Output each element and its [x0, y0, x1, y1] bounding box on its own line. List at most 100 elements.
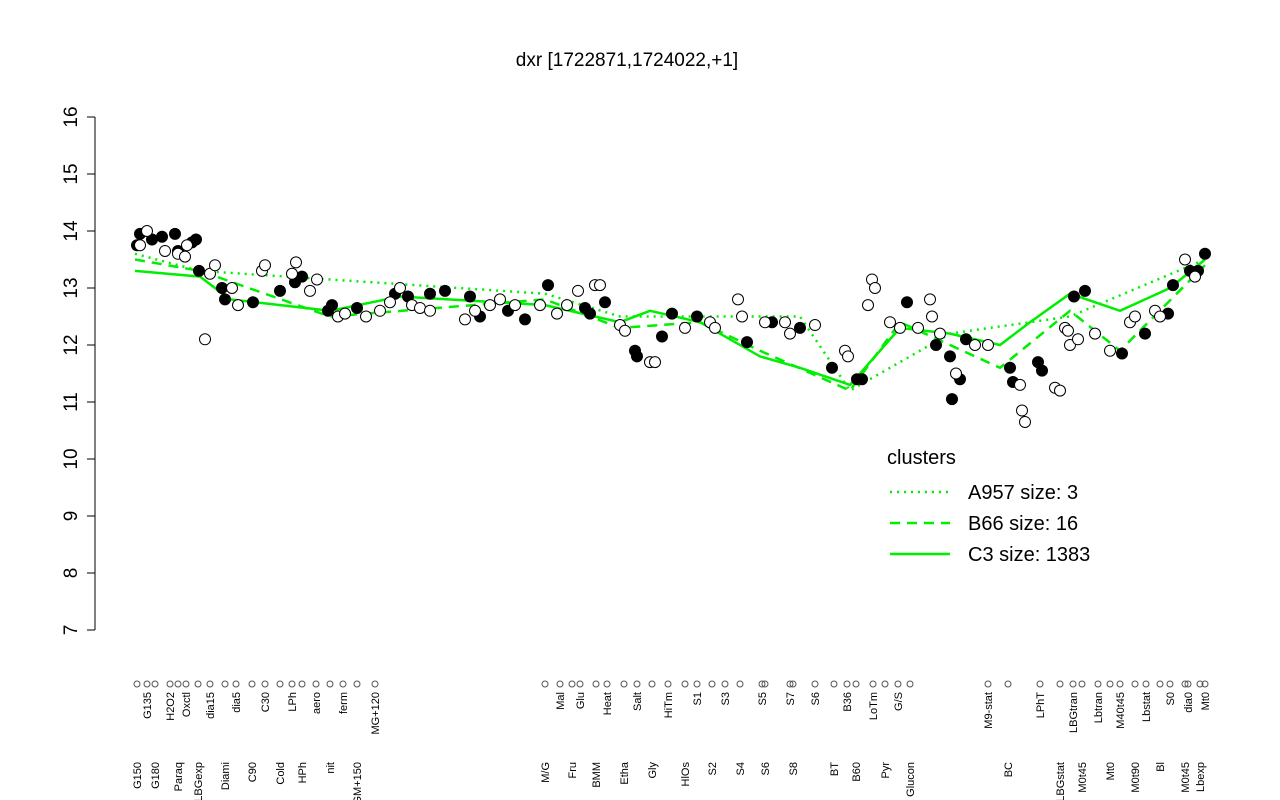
point: [759, 316, 771, 329]
x-tick: [1116, 680, 1124, 688]
x-tick-label: M0t45: [1180, 762, 1192, 793]
x-tick: [298, 680, 306, 688]
cluster-line: [134, 258, 1206, 387]
legend-label: B66 size: 16: [968, 513, 1078, 535]
point: [869, 282, 881, 294]
x-tick: [693, 680, 701, 688]
x-tick-label: S7: [785, 692, 797, 705]
x-tick: [869, 680, 877, 688]
x-tick-label: M0t45: [1077, 762, 1089, 793]
y-tick-label: 10: [61, 448, 82, 469]
point: [551, 307, 563, 320]
point: [934, 327, 946, 340]
point: [209, 259, 221, 272]
point: [679, 321, 691, 334]
point: [339, 307, 351, 320]
x-tick-label: dia5: [231, 692, 243, 713]
x-tick-label: nit: [325, 762, 337, 774]
point: [982, 339, 994, 351]
point: [519, 313, 531, 326]
point: [950, 367, 962, 380]
point: [190, 233, 202, 246]
x-tick: [576, 680, 584, 688]
point: [599, 296, 611, 309]
x-tick: [1056, 680, 1064, 688]
x-tick: [648, 680, 656, 688]
legend-label: C3 size: 1383: [968, 544, 1090, 566]
point: [1036, 364, 1048, 377]
x-tick-label: Bl: [1155, 762, 1167, 772]
point: [199, 333, 211, 346]
x-tick-label: Diami: [220, 762, 232, 790]
point: [534, 299, 546, 312]
point: [384, 296, 396, 309]
x-tick-label: ferm: [338, 692, 350, 714]
x-tick: [906, 680, 914, 688]
x-tick-label: S2: [707, 762, 719, 775]
point: [691, 310, 703, 323]
x-tick-label: LPhT: [1035, 692, 1047, 719]
point: [784, 327, 796, 340]
x-tick-label: Mt0: [1105, 762, 1117, 780]
x-tick: [1156, 680, 1164, 688]
x-tick: [830, 680, 838, 688]
x-tick: [312, 680, 320, 688]
x-tick-label: G/S: [893, 692, 905, 711]
point: [809, 319, 821, 332]
point: [1199, 247, 1211, 260]
point: [259, 259, 271, 272]
point: [1004, 361, 1016, 374]
x-tick-label: Heat: [602, 692, 614, 715]
x-tick: [1201, 680, 1209, 688]
x-tick-label: BT: [829, 762, 841, 776]
x-tick: [182, 680, 190, 688]
x-tick-label: S5: [757, 692, 769, 705]
x-tick-label: LPh: [287, 692, 299, 712]
x-tick-label: Paraq: [173, 762, 185, 791]
x-tick: [1094, 680, 1102, 688]
point: [666, 307, 678, 320]
x-tick-label: Etha: [619, 761, 631, 785]
point: [561, 299, 573, 312]
x-tick: [1181, 680, 1189, 688]
x-tick-label: Pyr: [880, 762, 892, 779]
x-tick: [221, 680, 229, 688]
x-tick-label: Fru: [567, 762, 579, 779]
point: [374, 304, 386, 317]
cluster-line: [134, 258, 1206, 393]
chart-title: dxr [1722871,1724022,+1]: [516, 50, 738, 71]
point: [1104, 344, 1116, 357]
point: [926, 310, 938, 323]
x-tick: [1106, 680, 1114, 688]
x-tick: [1166, 680, 1174, 688]
point: [930, 339, 942, 351]
point: [304, 284, 316, 297]
x-tick-label: BMM: [591, 762, 603, 788]
point: [1129, 310, 1141, 323]
point: [856, 373, 868, 386]
x-tick-label: M40t45: [1115, 692, 1127, 729]
point: [459, 313, 471, 326]
y-tick-label: 8: [61, 568, 82, 579]
x-tick: [339, 680, 347, 688]
x-tick-label: Mal: [555, 692, 567, 710]
x-tick: [1142, 680, 1150, 688]
point: [141, 225, 153, 237]
x-tick-label: Lbtran: [1093, 692, 1105, 723]
x-tick-label: Glucon: [905, 762, 917, 797]
point: [649, 356, 661, 369]
x-tick-label: Glu: [575, 692, 587, 709]
x-tick: [1078, 680, 1086, 688]
point: [439, 284, 451, 297]
point: [884, 316, 896, 329]
point: [1019, 415, 1031, 428]
point: [1089, 327, 1101, 340]
y-tick-label: 7: [61, 625, 82, 636]
point: [464, 290, 476, 303]
x-tick-label: HiTm: [663, 692, 675, 718]
point: [1189, 270, 1201, 283]
x-tick: [1004, 680, 1012, 688]
x-tick-label: G150: [132, 762, 144, 789]
point: [842, 350, 854, 363]
x-tick-label: Gly: [647, 762, 659, 779]
